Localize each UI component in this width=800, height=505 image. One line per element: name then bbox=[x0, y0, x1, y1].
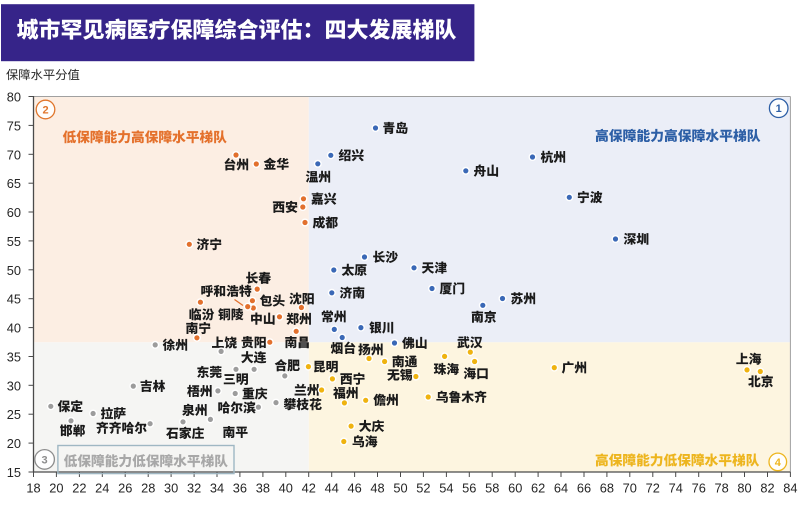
svg-text:30: 30 bbox=[7, 378, 21, 393]
svg-text:58: 58 bbox=[485, 481, 499, 496]
svg-text:52: 52 bbox=[416, 481, 430, 496]
svg-text:42: 42 bbox=[302, 481, 316, 496]
svg-text:56: 56 bbox=[462, 481, 476, 496]
svg-text:60: 60 bbox=[508, 481, 522, 496]
svg-text:64: 64 bbox=[554, 481, 568, 496]
svg-text:40: 40 bbox=[279, 481, 293, 496]
svg-text:28: 28 bbox=[141, 481, 155, 496]
svg-text:60: 60 bbox=[7, 205, 21, 220]
svg-text:15: 15 bbox=[7, 465, 21, 480]
svg-text:36: 36 bbox=[233, 481, 247, 496]
svg-text:80: 80 bbox=[7, 90, 21, 105]
svg-text:32: 32 bbox=[187, 481, 201, 496]
svg-text:78: 78 bbox=[714, 481, 728, 496]
svg-text:50: 50 bbox=[7, 263, 21, 278]
svg-text:34: 34 bbox=[210, 481, 224, 496]
svg-text:84: 84 bbox=[783, 481, 797, 496]
svg-text:44: 44 bbox=[325, 481, 339, 496]
svg-text:80: 80 bbox=[737, 481, 751, 496]
svg-text:26: 26 bbox=[118, 481, 132, 496]
svg-text:70: 70 bbox=[7, 147, 21, 162]
svg-text:74: 74 bbox=[669, 481, 683, 496]
svg-text:65: 65 bbox=[7, 176, 21, 191]
svg-text:82: 82 bbox=[760, 481, 774, 496]
svg-text:75: 75 bbox=[7, 118, 21, 133]
svg-text:66: 66 bbox=[577, 481, 591, 496]
svg-text:20: 20 bbox=[49, 481, 63, 496]
svg-text:18: 18 bbox=[26, 481, 40, 496]
svg-text:2: 2 bbox=[42, 105, 48, 117]
svg-text:55: 55 bbox=[7, 234, 21, 249]
svg-text:35: 35 bbox=[7, 350, 21, 365]
svg-text:62: 62 bbox=[531, 481, 545, 496]
svg-text:3: 3 bbox=[42, 454, 48, 466]
svg-text:4: 4 bbox=[775, 457, 782, 469]
svg-text:48: 48 bbox=[370, 481, 384, 496]
svg-text:68: 68 bbox=[600, 481, 614, 496]
svg-text:76: 76 bbox=[692, 481, 706, 496]
svg-text:40: 40 bbox=[7, 321, 21, 336]
svg-text:20: 20 bbox=[7, 436, 21, 451]
svg-text:30: 30 bbox=[164, 481, 178, 496]
svg-text:38: 38 bbox=[256, 481, 270, 496]
svg-text:45: 45 bbox=[7, 292, 21, 307]
svg-text:46: 46 bbox=[347, 481, 361, 496]
svg-text:25: 25 bbox=[7, 407, 21, 422]
svg-text:72: 72 bbox=[646, 481, 660, 496]
svg-text:50: 50 bbox=[393, 481, 407, 496]
svg-text:54: 54 bbox=[439, 481, 453, 496]
svg-text:70: 70 bbox=[623, 481, 637, 496]
svg-text:24: 24 bbox=[95, 481, 109, 496]
svg-text:1: 1 bbox=[776, 103, 782, 115]
svg-text:22: 22 bbox=[72, 481, 86, 496]
